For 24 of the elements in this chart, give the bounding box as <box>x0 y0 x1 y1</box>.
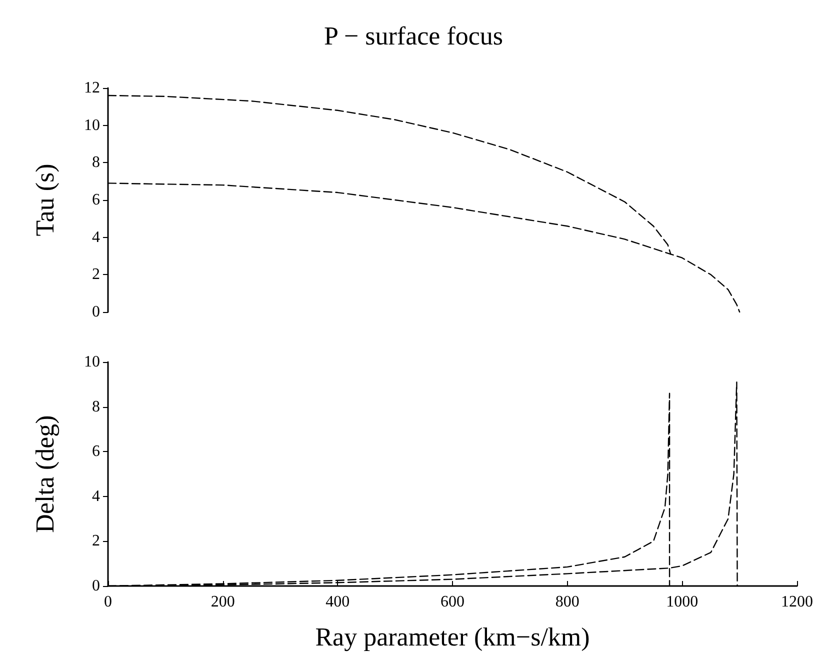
x-tick-label: 400 <box>326 594 350 610</box>
y-tick-label: 4 <box>92 228 100 246</box>
y-tick-label: 10 <box>84 116 100 134</box>
y-tick-label: 0 <box>92 578 100 594</box>
y-tick-label: 6 <box>92 443 100 460</box>
x-tick-label: 1000 <box>666 594 698 610</box>
y-tick-label: 8 <box>92 154 100 172</box>
y-tick-label: 2 <box>92 266 100 284</box>
y-tick-label: 12 <box>84 80 100 96</box>
y-axis-title: Delta (deg) <box>30 415 60 533</box>
x-tick-label: 1200 <box>781 594 813 610</box>
y-tick-label: 10 <box>84 354 100 370</box>
x-tick-label: 800 <box>555 594 580 610</box>
y-tick-label: 8 <box>92 398 100 416</box>
y-tick-label: 2 <box>92 532 100 550</box>
chart-title: P − surface focus <box>324 22 504 50</box>
x-axis-title: Ray parameter (km−s/km) <box>315 622 590 652</box>
x-tick-label: 0 <box>104 594 112 610</box>
y-tick-label: 4 <box>92 488 100 505</box>
x-tick-label: 600 <box>440 594 464 610</box>
y-tick-label: 6 <box>92 192 100 208</box>
y-axis-title: Tau (s) <box>30 164 60 236</box>
y-tick-label: 0 <box>92 304 100 320</box>
x-tick-label: 200 <box>210 594 235 610</box>
